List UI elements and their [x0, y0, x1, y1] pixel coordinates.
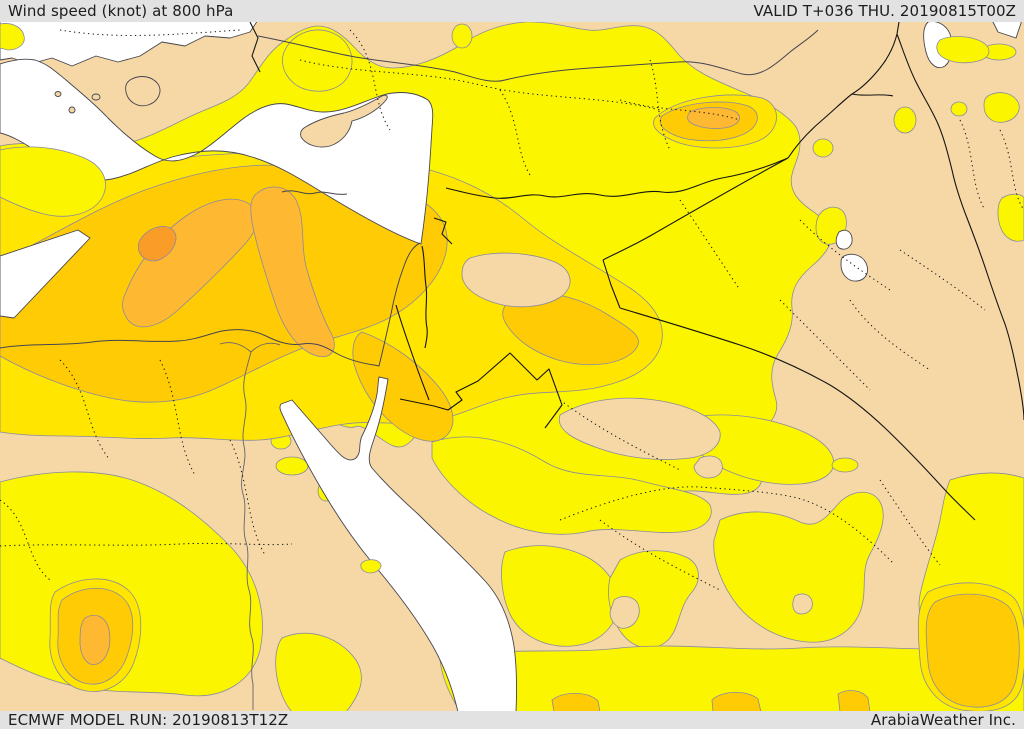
country-borders	[249, 21, 1024, 521]
islands	[54, 76, 388, 148]
red-sea	[279, 376, 518, 713]
wind-over-sea-overlays	[0, 23, 990, 574]
coastlines	[0, 29, 819, 367]
header-bar: Wind speed (knot) at 800 hPa VALID T+036…	[0, 0, 1024, 22]
antalya-coast-detail	[281, 190, 348, 195]
iraq-lake-tharthar	[835, 229, 853, 250]
calm-land-patches	[461, 252, 813, 629]
rhodes-island	[125, 76, 161, 107]
valid-time-label: VALID T+036 THU. 20190815T00Z	[753, 2, 1016, 20]
black-sea-coast	[257, 29, 819, 82]
aegean-islet-2	[68, 106, 76, 114]
wind-contour-level4	[79, 107, 740, 665]
cyprus-island	[300, 94, 388, 148]
iraq-lake-razzaza	[840, 253, 868, 282]
mediterranean-sea	[0, 58, 434, 245]
thrace-wind-patch	[0, 23, 25, 51]
aegean-wind-patch	[0, 146, 106, 217]
wind-contour-level5	[137, 226, 177, 262]
water-bodies	[0, 19, 1023, 713]
nile-delta-east	[250, 342, 281, 353]
admin-boundaries	[0, 29, 1024, 591]
red-sea-island	[360, 559, 382, 574]
nile-delta-west	[219, 342, 252, 353]
aegean-islet-1	[91, 93, 101, 101]
model-run-label: ECMWF MODEL RUN: 20190813T12Z	[8, 711, 289, 729]
brand-label: ArabiaWeather Inc.	[870, 711, 1016, 729]
rivers	[219, 342, 281, 710]
mediterranean-calm-band	[0, 229, 91, 319]
egypt-levant-coast	[0, 242, 421, 367]
map-title: Wind speed (knot) at 800 hPa	[8, 2, 234, 20]
aegean-islet-3	[54, 91, 62, 97]
urmia-wind-patch	[936, 36, 990, 64]
footer-bar: ECMWF MODEL RUN: 20190813T12Z ArabiaWeat…	[0, 711, 1024, 729]
nile-river	[241, 351, 254, 710]
